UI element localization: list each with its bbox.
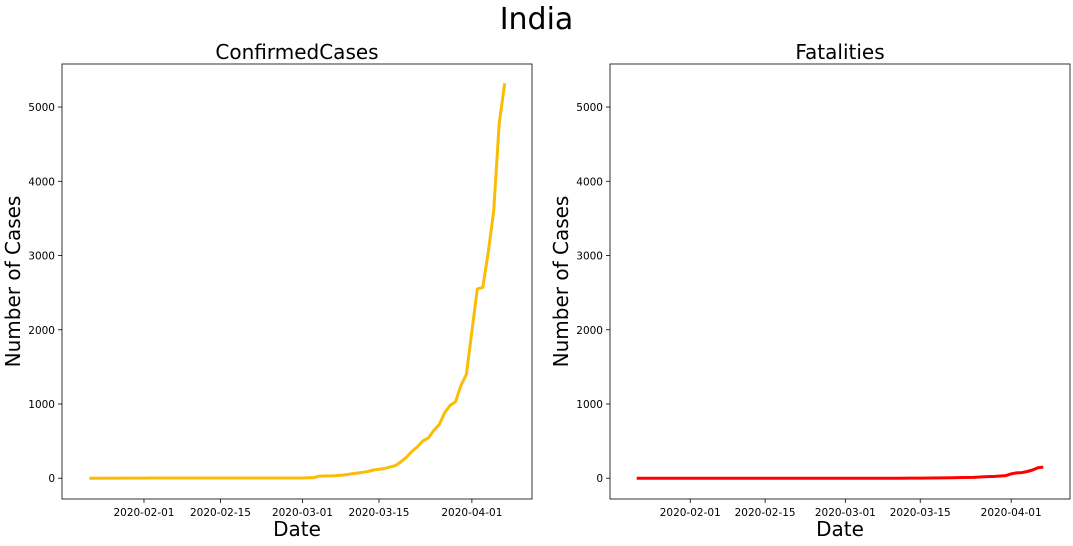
y-tick-label: 1000 — [576, 399, 603, 411]
plot-frame — [609, 63, 1071, 500]
y-tick-label: 3000 — [576, 251, 603, 263]
x-tick-label: 2020-02-01 — [113, 507, 174, 519]
y-tick-label: 5000 — [576, 102, 603, 114]
y-tick-label: 3000 — [28, 251, 55, 263]
x-tick-label: 2020-03-01 — [815, 507, 876, 519]
x-tick-label: 2020-04-01 — [441, 507, 502, 519]
x-tick-label: 2020-03-15 — [348, 507, 409, 519]
x-axis-label: Date — [816, 517, 864, 541]
figure-title: India — [499, 2, 574, 37]
y-axis-label: Number of Cases — [549, 196, 573, 368]
y-tick-label: 0 — [596, 473, 603, 485]
x-tick-label: 2020-02-01 — [660, 507, 721, 519]
x-tick-label: 2020-03-15 — [890, 507, 951, 519]
y-axis-label: Number of Cases — [1, 196, 25, 368]
y-tick-label: 5000 — [28, 102, 55, 114]
x-tick-label: 2020-02-15 — [190, 507, 251, 519]
x-axis-label: Date — [273, 517, 321, 541]
y-tick-label: 2000 — [576, 325, 603, 337]
y-tick-label: 1000 — [28, 399, 55, 411]
x-tick-label: 2020-03-01 — [272, 507, 333, 519]
y-tick-label: 4000 — [28, 176, 55, 188]
x-tick-label: 2020-02-15 — [735, 507, 796, 519]
x-tick-label: 2020-04-01 — [981, 507, 1042, 519]
y-tick-label: 4000 — [576, 176, 603, 188]
chart-title: Fatalities — [795, 40, 884, 64]
series-line — [636, 465, 1044, 480]
y-tick-label: 2000 — [28, 325, 55, 337]
plot-frame — [61, 63, 533, 500]
y-tick-label: 0 — [48, 473, 55, 485]
series-line — [89, 83, 507, 480]
chart-title: ConfirmedCases — [215, 40, 378, 64]
